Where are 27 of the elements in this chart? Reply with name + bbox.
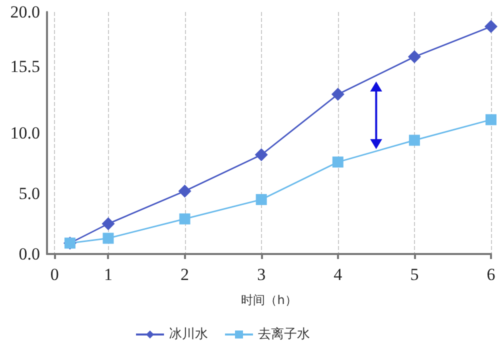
point <box>179 213 190 224</box>
point <box>102 232 114 244</box>
x-tick-label: 5 <box>410 265 419 284</box>
x-axis-title: 时间（h） <box>241 293 297 307</box>
x-tick-label: 6 <box>486 265 496 284</box>
point <box>102 217 115 230</box>
y-tick-label: 10.0 <box>10 124 40 142</box>
legend-label: 去离子水 <box>258 326 310 342</box>
y-tick-label: 0.0 <box>18 244 40 264</box>
x-tick-label: 1 <box>104 265 112 284</box>
y-tick-label: 5.0 <box>18 184 40 203</box>
point <box>178 184 192 198</box>
x-tick-label: 4 <box>334 265 343 284</box>
point <box>331 88 344 101</box>
legend-label: 冰川水 <box>169 327 208 342</box>
point <box>332 156 344 168</box>
point <box>484 20 498 34</box>
y-tick-label: 20.0 <box>10 2 40 22</box>
y-tick-label: 15.5 <box>10 56 40 76</box>
x-tick-label: 2 <box>180 265 190 284</box>
x-tick-label: 3 <box>257 265 266 284</box>
point <box>408 134 420 146</box>
point <box>256 194 267 206</box>
point <box>408 50 421 64</box>
point <box>254 148 268 162</box>
point <box>486 114 496 126</box>
x-tick-label: 0 <box>50 265 59 284</box>
